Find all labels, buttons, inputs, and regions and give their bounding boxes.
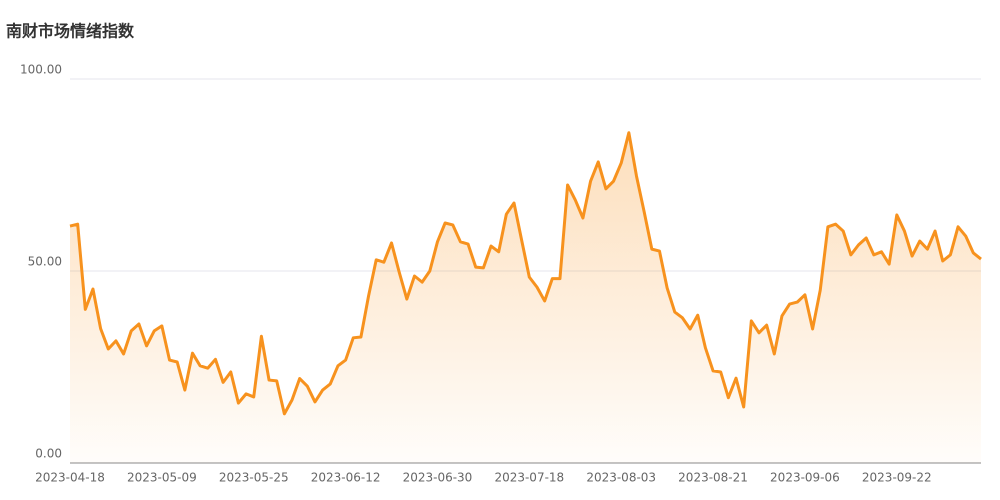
y-tick-label: 100.00	[20, 63, 62, 77]
x-tick-label: 2023-05-25	[219, 471, 289, 485]
x-tick-label: 2023-06-30	[403, 471, 473, 485]
line	[69, 131, 982, 416]
x-tick-label: 2023-04-18	[35, 471, 105, 485]
x-tick-label: 2023-07-18	[494, 471, 564, 485]
x-tick-label: 2023-09-06	[770, 471, 840, 485]
x-tick-label: 2023-06-12	[311, 471, 381, 485]
x-tick-label: 2023-08-21	[678, 471, 748, 485]
y-tick-label: 50.00	[28, 255, 62, 269]
x-tick-label: 2023-08-03	[586, 471, 656, 485]
x-tick-label: 2023-05-09	[127, 471, 197, 485]
x-tick-label: 2023-09-22	[862, 471, 932, 485]
area	[70, 132, 981, 463]
y-tick-label: 0.00	[35, 447, 62, 461]
chart-title: 南财市场情绪指数	[6, 22, 135, 41]
